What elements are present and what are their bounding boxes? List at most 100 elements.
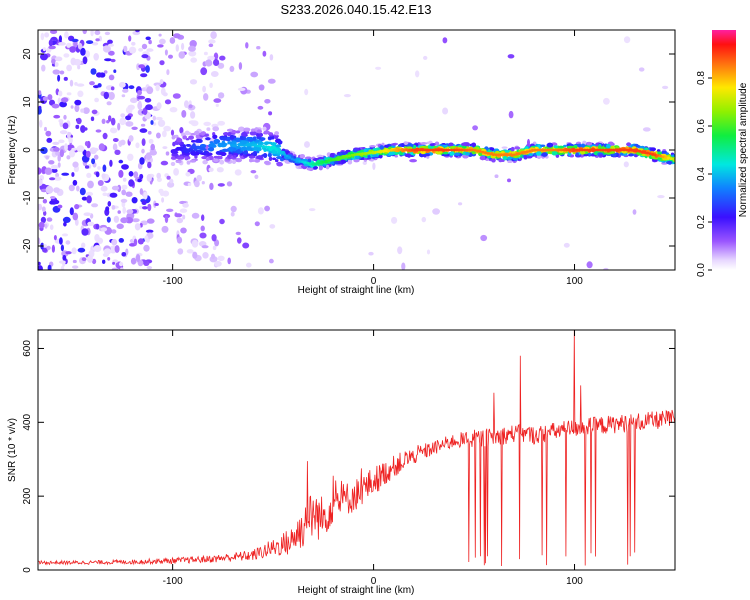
spectrogram-cell bbox=[131, 197, 138, 204]
spectrogram-peak bbox=[455, 148, 459, 152]
spectrogram-cell bbox=[182, 144, 186, 148]
spectrogram-cell bbox=[176, 236, 183, 244]
spectrogram-cell bbox=[59, 237, 63, 245]
spectrogram-cell bbox=[103, 248, 112, 255]
spectrogram-cell bbox=[254, 158, 261, 163]
spectrogram-cell bbox=[44, 126, 47, 132]
spectrogram-cell bbox=[41, 206, 46, 212]
spectrogram-cell bbox=[194, 154, 198, 159]
spectrogram-cell bbox=[501, 146, 508, 149]
spectrogram-peak bbox=[408, 148, 412, 152]
spectrogram-cell bbox=[216, 167, 224, 173]
spectrogram-cell bbox=[74, 104, 80, 113]
spectrogram-cell bbox=[140, 73, 148, 78]
spectrogram-cell bbox=[55, 172, 59, 178]
spectrogram-cell bbox=[79, 187, 86, 196]
spectrogram-peak bbox=[528, 149, 532, 153]
spectrogram-cell bbox=[72, 265, 79, 269]
spectrogram-cell bbox=[194, 180, 200, 188]
spectrogram-cell bbox=[201, 245, 209, 249]
spectrogram-cell bbox=[60, 265, 65, 270]
spectrogram-cell bbox=[215, 103, 219, 107]
spectrogram-cell bbox=[209, 182, 214, 190]
spectrogram-cell bbox=[141, 148, 145, 154]
spectrogram-cell bbox=[304, 141, 310, 148]
spectrogram-cell bbox=[201, 181, 205, 185]
spectrogram-cell bbox=[166, 69, 170, 76]
spectrogram-cell bbox=[458, 202, 463, 206]
spectrogram-cell bbox=[274, 145, 282, 148]
spectrogram-cell bbox=[190, 111, 196, 119]
spectrogram-cell bbox=[214, 139, 219, 145]
spectrogram-cell bbox=[141, 138, 146, 147]
spectrogram-peak bbox=[376, 150, 380, 154]
spectrogram-cell bbox=[131, 126, 138, 130]
spectrogram-x-tick-label: 0 bbox=[371, 276, 377, 287]
spectrogram-cell bbox=[464, 152, 470, 156]
colorbar-tick-label: 0.8 bbox=[696, 71, 707, 85]
spectrogram-peak bbox=[630, 148, 634, 152]
spectrogram-cell bbox=[141, 200, 147, 205]
spectrogram-peak bbox=[269, 146, 273, 149]
spectrogram-y-tick-label: 20 bbox=[22, 48, 33, 60]
spectrogram-cell bbox=[449, 151, 455, 156]
spectrogram-peak bbox=[645, 151, 650, 155]
spectrogram-peak bbox=[402, 148, 407, 152]
spectrogram-cell bbox=[121, 164, 129, 170]
spectrogram-cell bbox=[51, 58, 56, 64]
spectrogram-cell bbox=[38, 261, 41, 266]
spectrogram-cell bbox=[558, 150, 564, 153]
spectrogram-peak bbox=[387, 149, 391, 153]
spectrogram-cell bbox=[74, 204, 80, 210]
spectrogram-cell bbox=[369, 145, 376, 148]
spectrogram-peak bbox=[520, 151, 524, 155]
spectrogram-cell bbox=[306, 167, 312, 171]
spectrogram-peak bbox=[311, 163, 315, 166]
spectrogram-cell bbox=[159, 38, 166, 45]
spectrogram-peak bbox=[502, 153, 506, 157]
spectrogram-peak bbox=[416, 148, 420, 152]
spectrogram-cell bbox=[81, 242, 86, 249]
spectrogram-cell bbox=[304, 88, 309, 96]
spectrogram-peak bbox=[551, 148, 556, 152]
spectrogram-cell bbox=[107, 201, 112, 207]
spectrogram-peak bbox=[538, 148, 543, 152]
spectrogram-cell bbox=[47, 94, 53, 101]
spectrogram-peak bbox=[483, 151, 488, 155]
spectrogram-cell bbox=[48, 39, 53, 47]
spectrogram-cell bbox=[586, 261, 593, 269]
spectrogram-cell bbox=[338, 152, 343, 156]
spectrogram-cell bbox=[623, 36, 631, 44]
spectrogram-cell bbox=[86, 172, 92, 178]
spectrogram-peak bbox=[510, 153, 514, 157]
spectrogram-peak bbox=[369, 151, 373, 155]
spectrogram-cell bbox=[49, 196, 56, 199]
spectrogram-cell bbox=[368, 251, 374, 256]
spectrogram-cell bbox=[60, 97, 69, 103]
spectrogram-cell bbox=[246, 142, 250, 148]
spectrogram-cell bbox=[108, 115, 112, 122]
spectrogram-cell bbox=[182, 214, 186, 220]
spectrogram-cell bbox=[203, 51, 208, 56]
spectrogram-cell bbox=[208, 39, 216, 44]
spectrogram-cell bbox=[48, 45, 56, 50]
spectrogram-cell bbox=[51, 168, 58, 173]
spectrogram-cell bbox=[94, 30, 101, 36]
spectrogram-cell bbox=[195, 151, 200, 156]
spectrogram-cell bbox=[144, 235, 149, 243]
spectrogram-y-tick-label: 10 bbox=[22, 96, 33, 108]
spectrogram-cell bbox=[122, 177, 127, 182]
spectrogram-cell bbox=[318, 166, 323, 171]
spectrogram-peak bbox=[442, 148, 446, 152]
spectrogram-cell bbox=[135, 254, 141, 262]
spectrogram-cell bbox=[200, 67, 208, 76]
spectrogram-cell bbox=[553, 145, 559, 149]
spectrogram-cell bbox=[263, 130, 270, 135]
spectrogram-cell bbox=[536, 154, 542, 159]
spectrogram-cell bbox=[62, 216, 71, 223]
spectrogram-cell bbox=[128, 179, 135, 187]
spectrogram-cell bbox=[173, 168, 180, 176]
spectrogram-cell bbox=[372, 162, 376, 170]
spectrogram-cell bbox=[367, 155, 371, 159]
spectrogram-cell bbox=[240, 141, 244, 145]
